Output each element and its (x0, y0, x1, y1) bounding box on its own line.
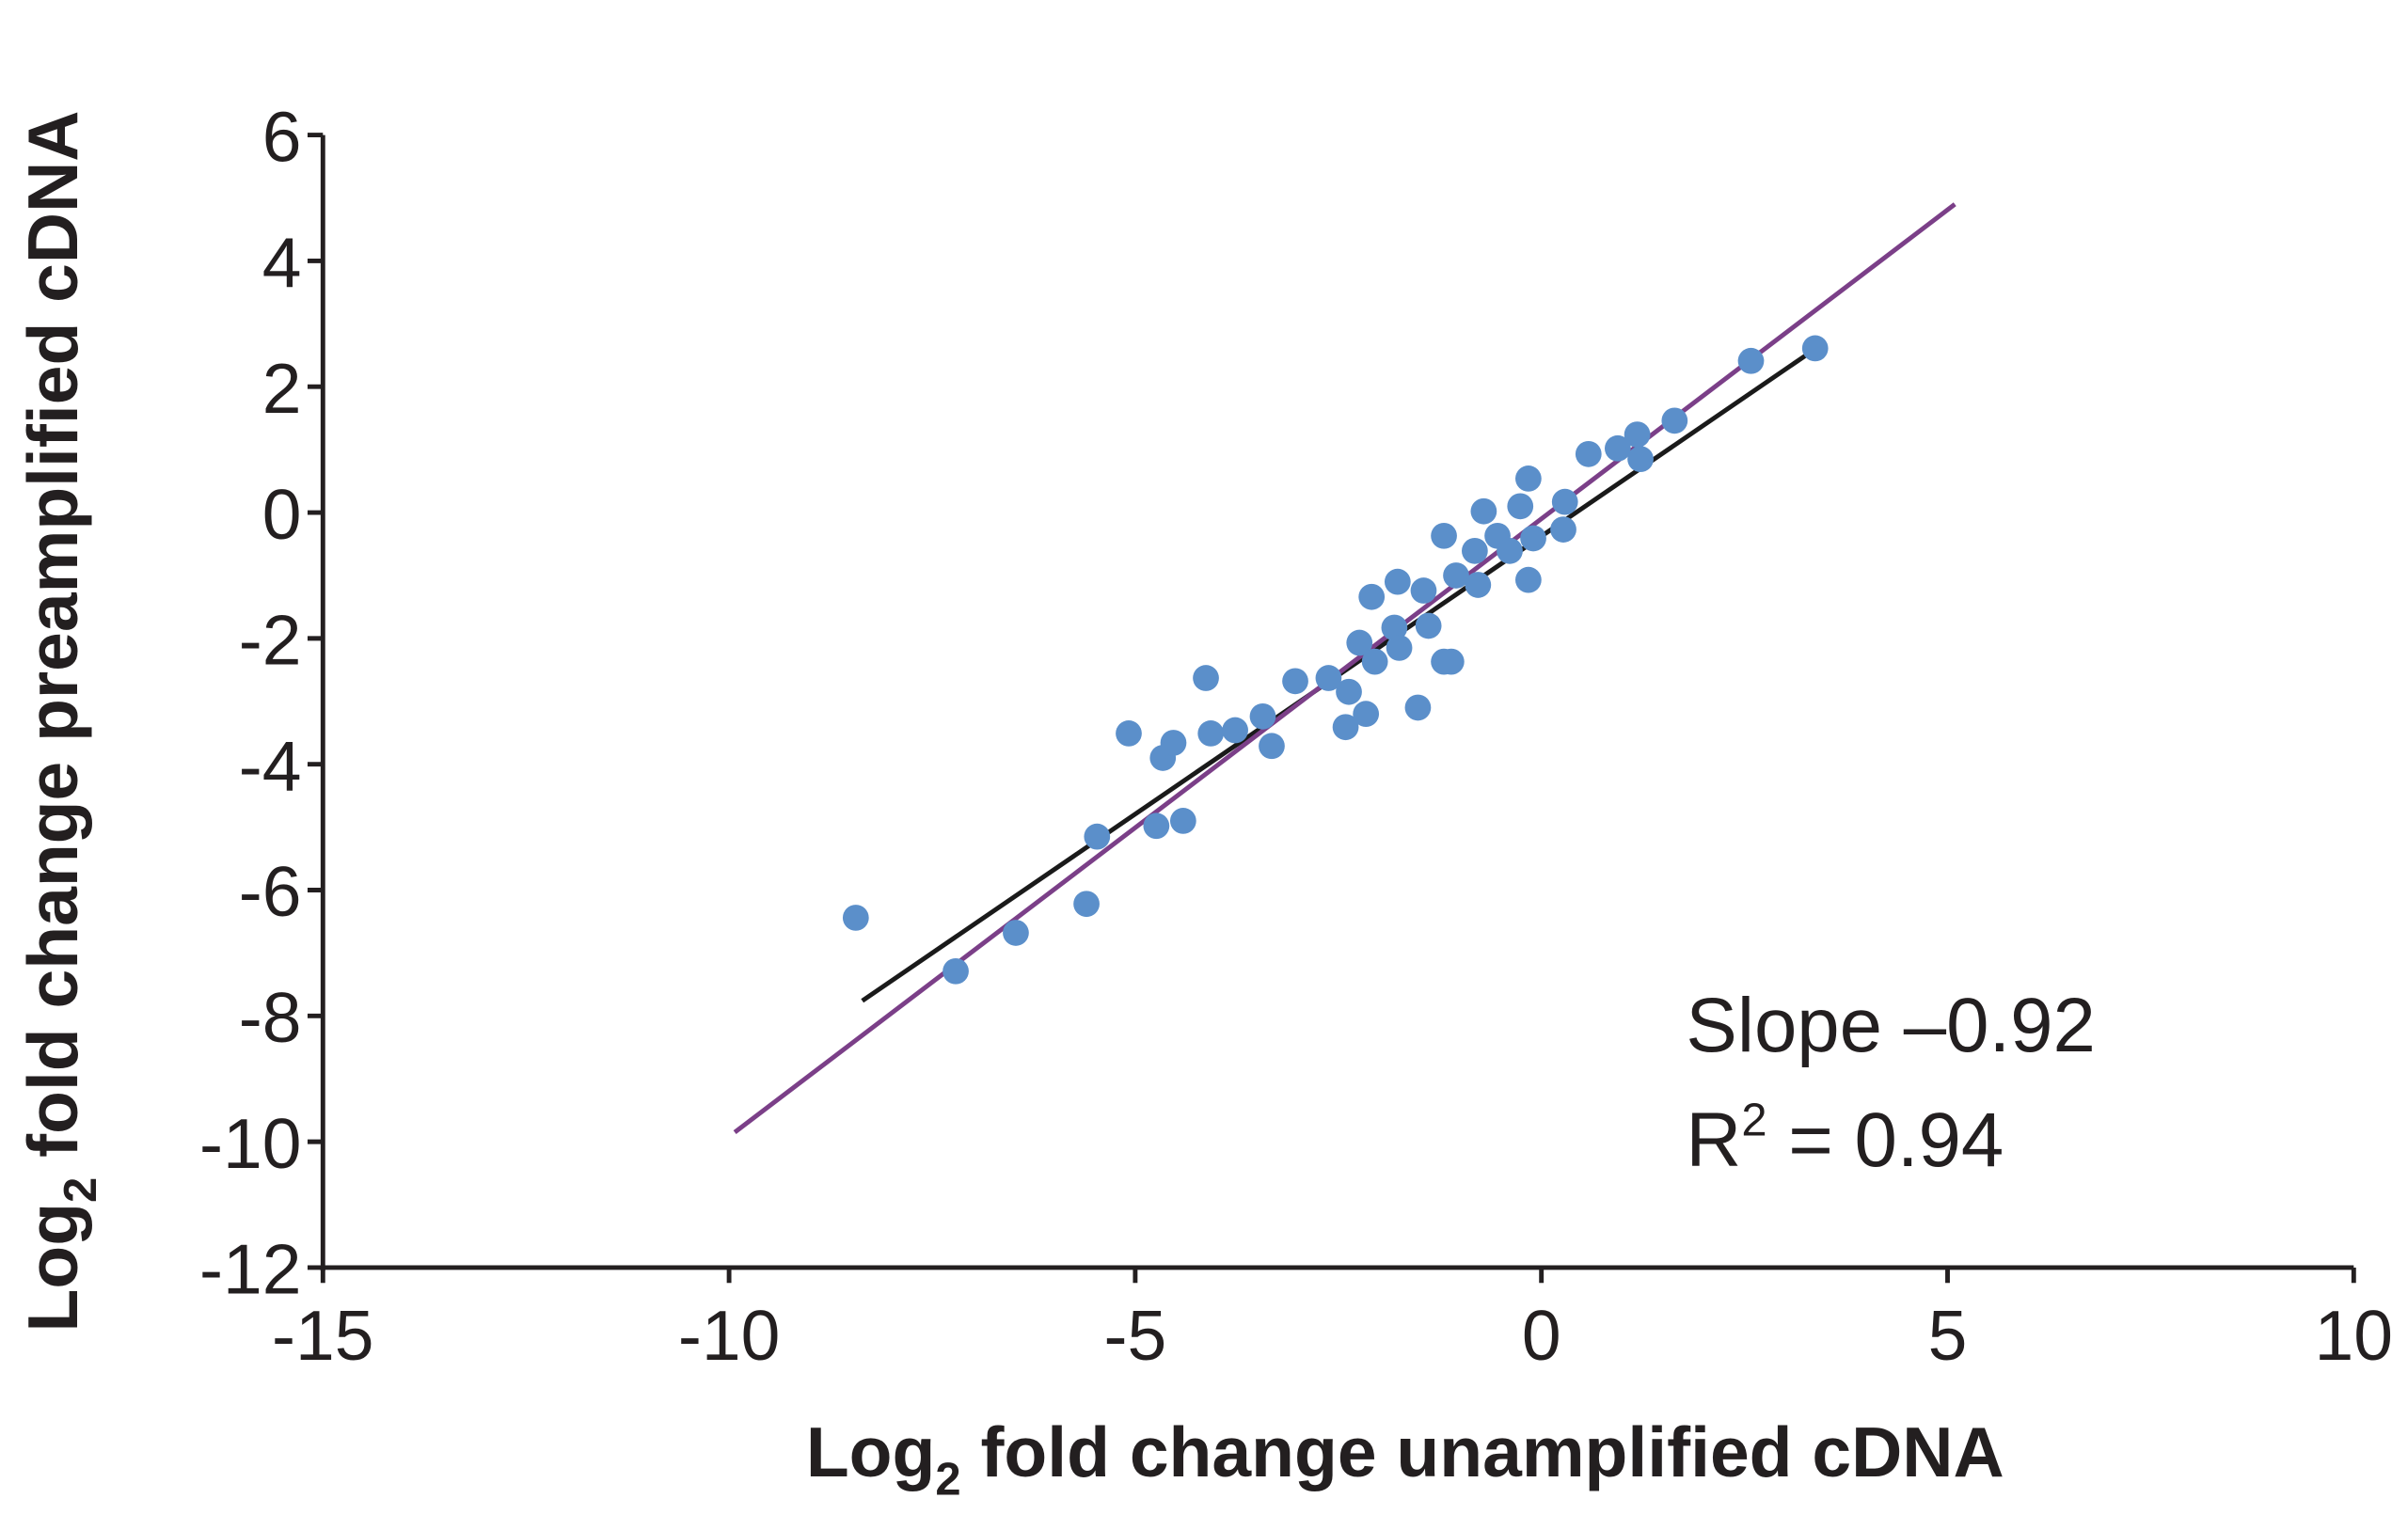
data-point (1346, 629, 1373, 656)
data-point (1384, 568, 1411, 595)
data-point (1336, 678, 1362, 705)
data-point (1415, 612, 1442, 639)
data-point (1381, 614, 1408, 641)
slope-annotation: Slope –0.92 (1686, 983, 2095, 1068)
y-axis-label: Log2 fold change preamplified cDNA (13, 111, 106, 1333)
data-point (1465, 572, 1492, 598)
data-point (1575, 440, 1602, 467)
data-point (1550, 516, 1576, 543)
y-tick-label: -8 (239, 978, 302, 1057)
y-tick-label: -12 (199, 1230, 301, 1309)
y-tick-label: 4 (262, 223, 302, 302)
y-tick-label: 2 (262, 349, 302, 428)
r2-annotation: R2 = 0.94 (1686, 1096, 2004, 1184)
data-point (1443, 562, 1469, 589)
x-tick-label: -15 (272, 1296, 373, 1375)
data-points (842, 335, 1829, 985)
data-point (1259, 733, 1285, 760)
x-tick-label: -10 (678, 1296, 780, 1375)
data-point (1404, 694, 1432, 721)
data-point (1358, 583, 1386, 610)
data-point (1084, 823, 1111, 850)
data-point (1515, 465, 1542, 492)
data-point (1282, 668, 1308, 695)
data-point (1249, 702, 1276, 730)
data-point (1353, 701, 1380, 728)
y-tick-label: -6 (239, 852, 302, 931)
data-point (1073, 891, 1100, 918)
data-point (1627, 446, 1654, 473)
data-point (1332, 714, 1359, 741)
data-point (1551, 488, 1578, 515)
x-axis-label: Log2 fold change unamplified cDNA (806, 1412, 2004, 1506)
data-point (1160, 730, 1187, 756)
data-point (1222, 717, 1248, 744)
data-point (1801, 335, 1829, 362)
data-point (1604, 434, 1631, 462)
x-tick-label: 10 (2315, 1296, 2393, 1375)
data-point (1193, 665, 1219, 691)
data-point (1520, 525, 1546, 552)
data-point (1497, 537, 1523, 564)
data-point (1386, 635, 1413, 661)
y-tick-label: -10 (199, 1104, 301, 1183)
data-point (1003, 920, 1029, 946)
data-point (1116, 720, 1142, 747)
data-point (1462, 537, 1488, 564)
data-point (1361, 648, 1388, 675)
data-point (1143, 812, 1170, 840)
data-point (1197, 720, 1225, 747)
data-point (1437, 648, 1465, 675)
data-point (943, 957, 969, 985)
y-tick-label: 0 (262, 475, 302, 554)
data-point (1624, 421, 1651, 448)
data-point (1661, 407, 1688, 434)
data-point (1431, 522, 1457, 549)
x-tick-label: -5 (1104, 1296, 1167, 1375)
y-tick-label: 6 (262, 97, 302, 176)
data-point (1515, 566, 1542, 593)
data-point (1470, 497, 1497, 525)
y-tick-label: -2 (239, 601, 302, 680)
data-point (1169, 808, 1196, 834)
data-point (1507, 493, 1534, 520)
data-point (1737, 347, 1765, 374)
y-tick-label: -4 (239, 726, 302, 805)
data-point (1410, 577, 1437, 604)
data-point (1315, 665, 1342, 691)
data-point (842, 905, 869, 931)
x-tick-label: 0 (1522, 1296, 1561, 1375)
axes: -12 -10 -8 -6 -4 -2 0 2 4 6 -15 -10 -5 0 5 10 (199, 97, 2393, 1375)
x-tick-label: 5 (1928, 1296, 1968, 1375)
